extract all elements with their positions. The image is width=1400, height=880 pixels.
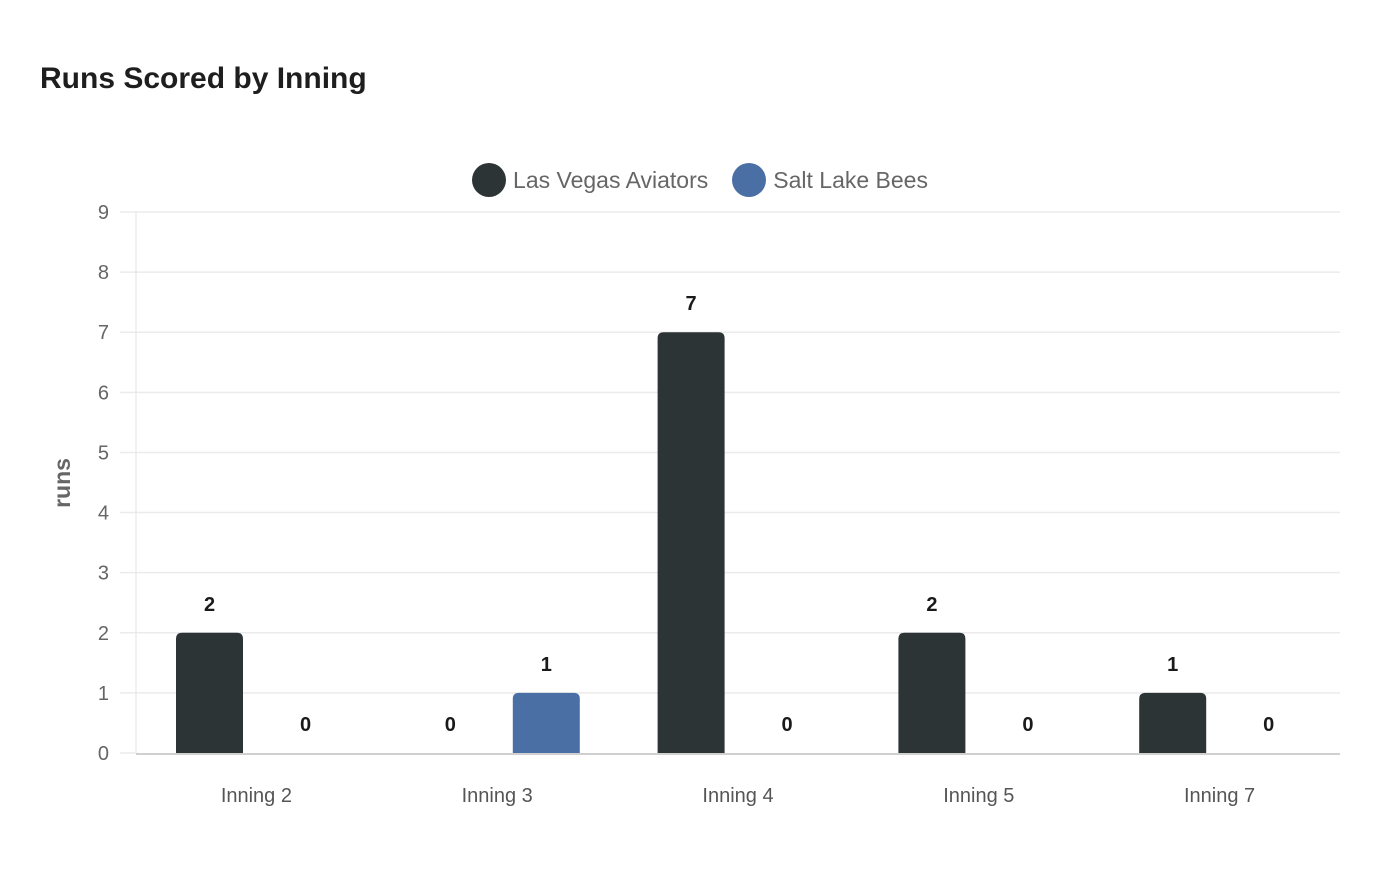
x-tick-label: Inning 4 <box>702 785 773 807</box>
chart-legend: Las Vegas Aviators Salt Lake Bees <box>0 163 1400 197</box>
bar[interactable] <box>1139 692 1207 753</box>
legend-item-las-vegas-aviators[interactable]: Las Vegas Aviators <box>472 163 708 197</box>
y-tick-label: 7 <box>98 322 109 344</box>
legend-label: Salt Lake Bees <box>773 166 928 193</box>
y-tick-label: 5 <box>98 442 109 464</box>
bars: 2 0 0 1 7 0 2 0 1 0 <box>176 293 1274 753</box>
y-tick-label: 6 <box>98 382 109 404</box>
bar-value-label: 7 <box>686 293 697 315</box>
y-tick-label: 3 <box>98 563 109 585</box>
bar[interactable] <box>898 632 966 753</box>
x-axis: Inning 2 Inning 3 Inning 4 Inning 5 Inning 7 <box>136 753 1340 807</box>
chart-title: Runs Scored by Inning <box>40 62 367 95</box>
bar[interactable] <box>657 332 725 753</box>
bar-value-label: 0 <box>1263 714 1274 736</box>
bar-value-label: 2 <box>926 594 937 616</box>
y-tick-label: 2 <box>98 623 109 645</box>
x-tick-label: Inning 2 <box>221 785 292 807</box>
legend-swatch-circle-icon <box>472 163 507 197</box>
gridlines <box>120 211 1340 754</box>
y-tick-label: 1 <box>98 683 109 705</box>
x-tick-label: Inning 3 <box>462 785 533 807</box>
bar-value-label: 2 <box>204 594 215 616</box>
y-tick-label: 0 <box>98 743 109 765</box>
x-tick-label: Inning 7 <box>1184 785 1255 807</box>
bar-value-label: 1 <box>541 654 552 676</box>
legend-item-salt-lake-bees[interactable]: Salt Lake Bees <box>732 163 928 197</box>
y-tick-label: 8 <box>98 262 109 284</box>
bar-value-label: 0 <box>300 714 311 736</box>
legend-swatch-circle-icon <box>732 163 767 197</box>
bar-value-label: 1 <box>1167 654 1178 676</box>
y-axis: 0 1 2 3 4 5 6 7 8 9 <box>98 202 109 765</box>
bar-value-label: 0 <box>782 714 793 736</box>
bar-value-label: 0 <box>1022 714 1033 736</box>
y-tick-label: 9 <box>98 202 109 224</box>
bar[interactable] <box>176 632 243 753</box>
y-axis-label: runs <box>49 458 75 508</box>
x-tick-label: Inning 5 <box>943 785 1014 807</box>
bar[interactable] <box>512 692 580 753</box>
bar-value-label: 0 <box>445 714 456 736</box>
legend-label: Las Vegas Aviators <box>513 166 709 193</box>
y-tick-label: 4 <box>98 503 109 525</box>
